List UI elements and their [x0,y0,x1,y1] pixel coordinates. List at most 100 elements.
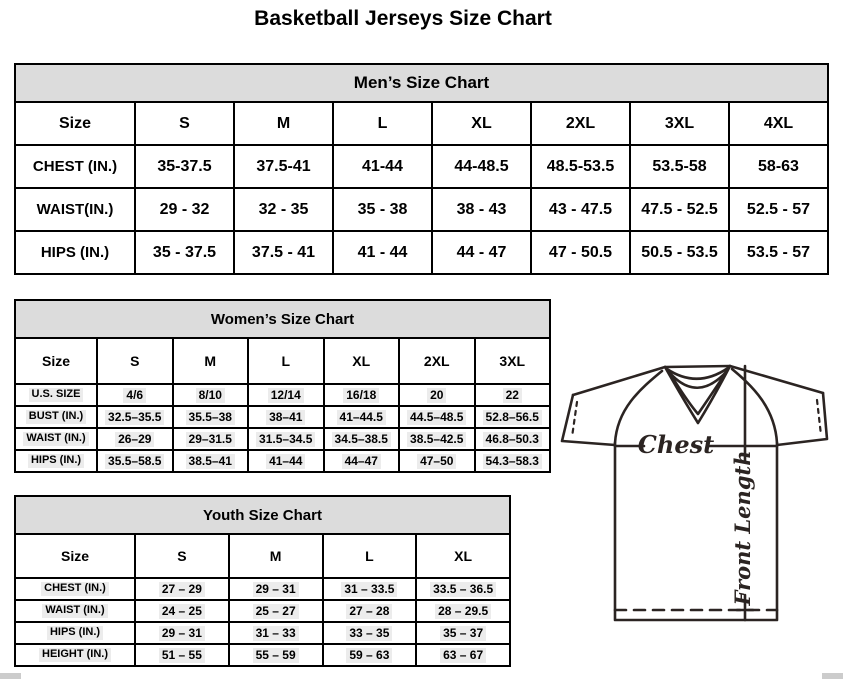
size-value-cell: 31 – 33.5 [321,577,418,601]
size-value-cell: 46.8–50.3 [473,427,551,451]
size-value-cell: 38 - 43 [431,187,532,232]
jersey-measurement-diagram: Chest Front Length [556,351,838,633]
size-value-cell: 44–47 [322,449,400,473]
womens-chart-title: Women’s Size Chart [14,299,551,339]
size-value-cell: 37.5-41 [233,144,334,189]
size-value-cell: 51 – 55 [134,643,230,667]
column-header: 2XL [398,337,476,385]
size-value-cell: 29 – 31 [227,577,324,601]
size-value-cell: 33 – 35 [321,621,418,645]
size-value-cell: 32.5–35.5 [96,405,174,429]
youth-size-table: Youth Size Chart Size S M L XL CHEST (IN.) 27 –… [14,495,511,667]
size-value-cell: 38–41 [247,405,325,429]
size-value-cell: 63 – 67 [415,643,511,667]
row-label: HEIGHT (IN.) [14,643,136,667]
size-value-cell: 47.5 - 52.5 [629,187,730,232]
front-length-label: Front Length [730,451,755,607]
mens-table-row: HIPS (IN.) 35 - 37.5 37.5 - 41 41 - 44 44 - … [14,230,829,275]
column-header: L [332,101,433,146]
size-value-cell: 41–44 [247,449,325,473]
size-value-cell: 26–29 [96,427,174,451]
size-value-cell: 34.5–38.5 [322,427,400,451]
scrollbar-fragment-left [0,673,21,679]
size-value-cell: 24 – 25 [134,599,230,623]
column-header: XL [415,533,511,579]
mens-table-row: WAIST(IN.) 29 - 32 32 - 35 35 - 38 38 - 43 43… [14,187,829,232]
column-header: S [134,101,235,146]
size-value-cell: 33.5 – 36.5 [415,577,511,601]
mens-chart-title: Men’s Size Chart [14,63,829,103]
size-value-cell: 58-63 [728,144,829,189]
size-value-cell: 27 – 28 [321,599,418,623]
size-value-cell: 35 – 37 [415,621,511,645]
size-value-cell: 16/18 [322,383,400,407]
size-value-cell: 20 [398,383,476,407]
jersey-outline-icon: Chest Front Length [560,364,829,622]
page-title: Basketball Jerseys Size Chart [254,7,552,30]
column-header: 3XL [629,101,730,146]
size-value-cell: 12/14 [247,383,325,407]
youth-chart-title: Youth Size Chart [14,495,511,535]
row-label: HIPS (IN.) [14,230,136,275]
row-label: CHEST (IN.) [14,577,136,601]
row-label: U.S. SIZE [14,383,98,407]
youth-table-row: HEIGHT (IN.) 51 – 55 55 – 59 59 – 63 63 – 67 [14,643,511,667]
scrollbar-fragment-right [822,673,843,679]
row-label: WAIST (IN.) [14,427,98,451]
size-value-cell: 28 – 29.5 [415,599,511,623]
youth-table-row: HIPS (IN.) 29 – 31 31 – 33 33 – 35 35 – 37 [14,621,511,645]
size-value-cell: 27 – 29 [134,577,230,601]
womens-table-row: BUST (IN.) 32.5–35.5 35.5–38 38–41 41–44.5 44… [14,405,551,429]
size-value-cell: 41–44.5 [322,405,400,429]
size-value-cell: 55 – 59 [227,643,324,667]
size-value-cell: 52.8–56.5 [473,405,551,429]
size-value-cell: 38.5–42.5 [398,427,476,451]
size-value-cell: 37.5 - 41 [233,230,334,275]
size-value-cell: 25 – 27 [227,599,324,623]
size-value-cell: 44.5–48.5 [398,405,476,429]
size-value-cell: 47–50 [398,449,476,473]
row-label: HIPS (IN.) [14,449,98,473]
size-value-cell: 29 – 31 [134,621,230,645]
column-header: M [171,337,249,385]
column-header: Size [14,533,136,579]
size-value-cell: 32 - 35 [233,187,334,232]
size-value-cell: 38.5–41 [171,449,249,473]
size-value-cell: 52.5 - 57 [728,187,829,232]
size-value-cell: 22 [473,383,551,407]
youth-column-header-row: Size S M L XL [14,533,511,579]
column-header: S [134,533,230,579]
womens-size-table: Women’s Size Chart Size S M L XL 2XL 3XL U.S. SI… [14,299,551,473]
size-value-cell: 41 - 44 [332,230,433,275]
womens-column-header-row: Size S M L XL 2XL 3XL [14,337,551,385]
size-value-cell: 44-48.5 [431,144,532,189]
size-value-cell: 53.5 - 57 [728,230,829,275]
size-value-cell: 48.5-53.5 [530,144,631,189]
column-header: 2XL [530,101,631,146]
mens-size-table: Men’s Size Chart Size S M L XL 2XL 3XL 4XL CHEST … [14,63,829,275]
size-value-cell: 47 - 50.5 [530,230,631,275]
column-header: L [247,337,325,385]
size-value-cell: 35 - 37.5 [134,230,235,275]
chest-label: Chest [638,430,714,459]
size-value-cell: 31.5–34.5 [247,427,325,451]
size-value-cell: 35-37.5 [134,144,235,189]
row-label: BUST (IN.) [14,405,98,429]
size-value-cell: 43 - 47.5 [530,187,631,232]
youth-table-row: CHEST (IN.) 27 – 29 29 – 31 31 – 33.5 33.5 –… [14,577,511,601]
size-value-cell: 4/6 [96,383,174,407]
row-label: WAIST (IN.) [14,599,136,623]
column-header: 4XL [728,101,829,146]
size-value-cell: 8/10 [171,383,249,407]
row-label: CHEST (IN.) [14,144,136,189]
size-value-cell: 53.5-58 [629,144,730,189]
column-header: M [233,101,334,146]
womens-table-row: HIPS (IN.) 35.5–58.5 38.5–41 41–44 44–47 47–5… [14,449,551,473]
size-value-cell: 44 - 47 [431,230,532,275]
size-value-cell: 31 – 33 [227,621,324,645]
size-value-cell: 54.3–58.3 [473,449,551,473]
column-header: Size [14,101,136,146]
size-value-cell: 35.5–38 [171,405,249,429]
size-value-cell: 59 – 63 [321,643,418,667]
row-label: WAIST(IN.) [14,187,136,232]
